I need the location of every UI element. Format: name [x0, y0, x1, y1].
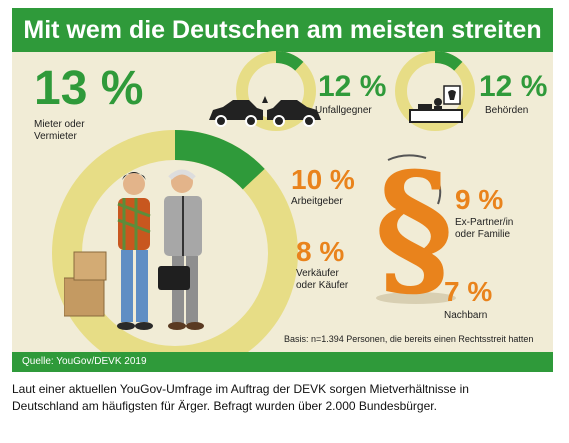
- category-label-mieter: Mieter oder Vermieter: [34, 119, 85, 142]
- value-label-behoerden: 12 %: [479, 70, 548, 103]
- category-label-behoerden: Behörden: [485, 105, 529, 116]
- title-bar: Mit wem die Deutschen am meisten streite…: [12, 8, 553, 52]
- value-label-unfall: 12 %: [318, 70, 387, 103]
- value-label-nachbarn: 7 %: [444, 276, 493, 307]
- value-label-verkaeufer: 8 %: [296, 236, 345, 267]
- big-ring-value: [52, 130, 298, 372]
- category-label-expartner: Ex-Partner/in oder Familie: [455, 217, 514, 240]
- svg-text:§: §: [375, 148, 453, 308]
- category-label-verkaeufer: Verkäufer oder Käufer: [296, 268, 349, 291]
- page-title: Mit wem die Deutschen am meisten streite…: [23, 16, 542, 44]
- small-ring-value-behoerden: [395, 51, 475, 131]
- basis-note: Basis: n=1.394 Personen, die bereits ein…: [284, 334, 534, 344]
- car-crash-icon: [209, 96, 321, 127]
- small-ring-value-unfall: [236, 51, 316, 131]
- authority-desk-icon: [409, 85, 463, 123]
- value-label-expartner: 9 %: [455, 184, 504, 215]
- category-label-arbeitgeber: Arbeitgeber: [291, 196, 343, 207]
- source-bar: Quelle: YouGov/DEVK 2019: [12, 352, 553, 372]
- infographic-card: Mit wem die Deutschen am meisten streite…: [12, 8, 553, 372]
- category-label-nachbarn: Nachbarn: [444, 310, 488, 321]
- value-label-mieter: 13 %: [34, 62, 144, 115]
- value-label-arbeitgeber: 10 %: [291, 164, 355, 195]
- tenant-landlord-figures: [64, 169, 204, 330]
- category-label-unfall: Unfallgegner: [315, 105, 372, 116]
- paragraph-sign-icon: §: [375, 148, 456, 308]
- image-caption: Laut einer aktuellen YouGov-Umfrage im A…: [12, 382, 469, 413]
- source-note: Quelle: YouGov/DEVK 2019: [22, 356, 147, 367]
